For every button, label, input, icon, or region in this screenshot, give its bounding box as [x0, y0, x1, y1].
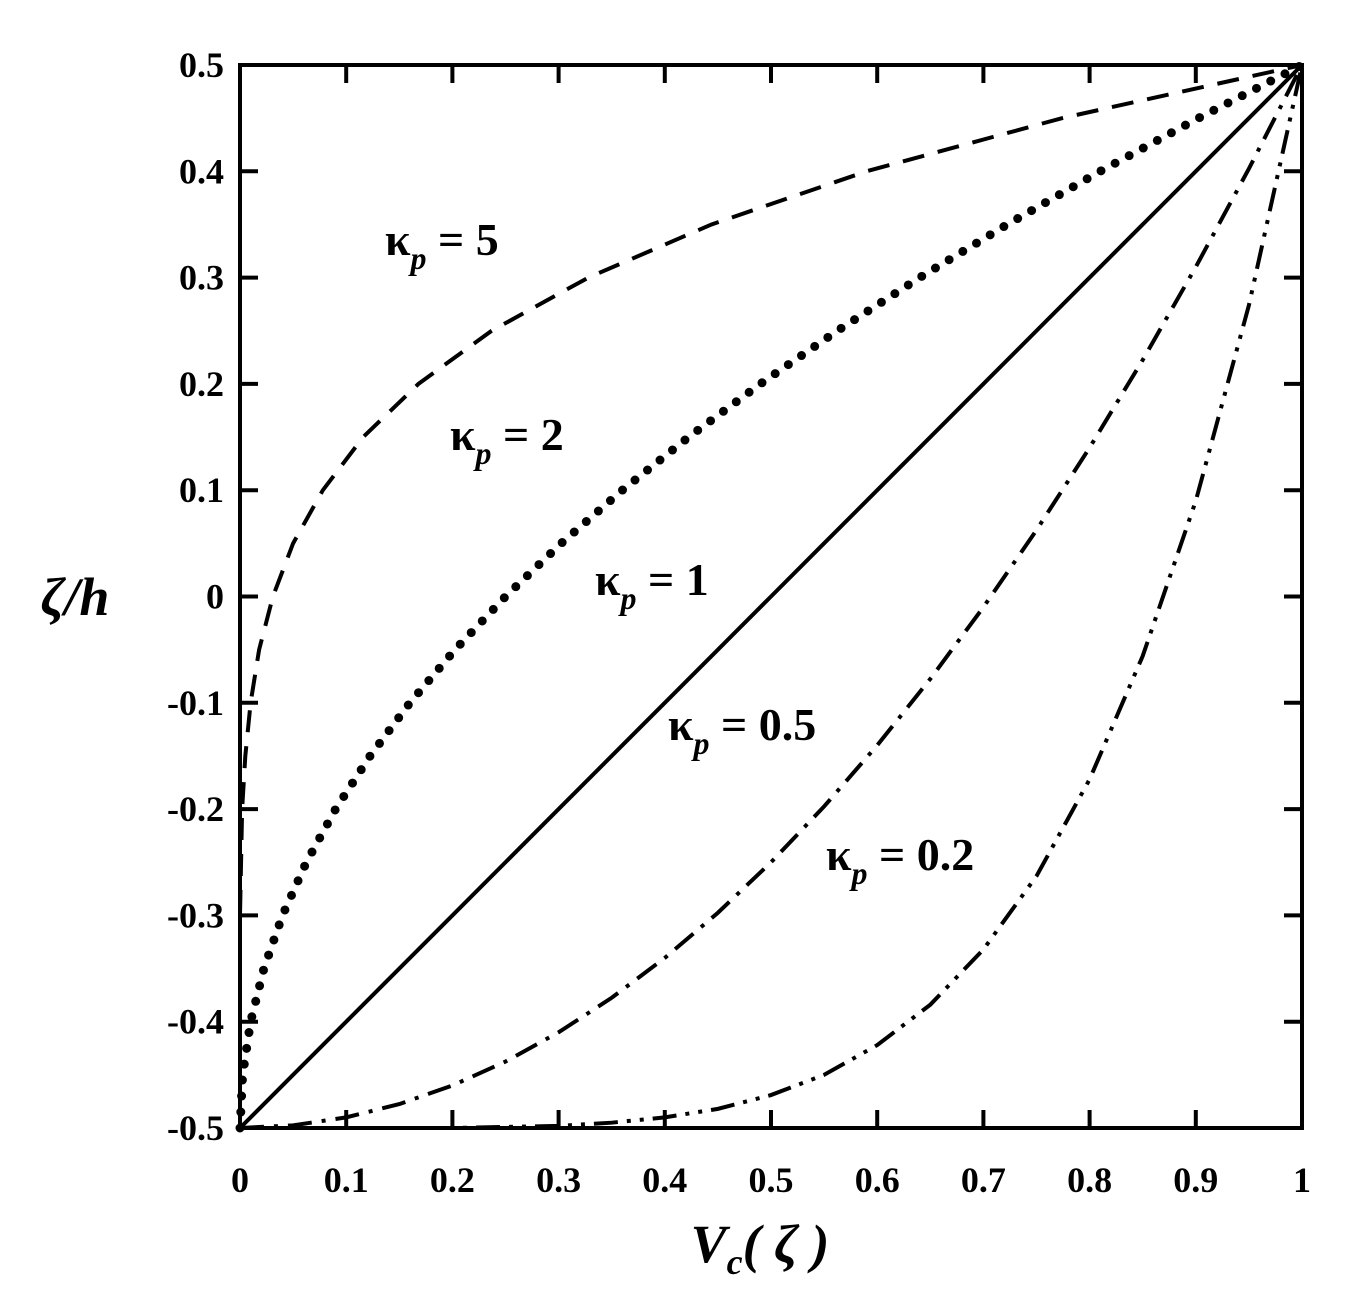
label-value: = 5 — [427, 214, 499, 265]
x-tick-label: 0.8 — [1067, 1160, 1112, 1200]
y-tick-label: -0.1 — [167, 683, 224, 723]
label-symbol: κ — [595, 554, 621, 605]
y-tick-label: -0.2 — [167, 789, 224, 829]
x-tick-label: 0.6 — [855, 1160, 900, 1200]
label-symbol: κ — [668, 699, 694, 750]
label-subscript: p — [473, 435, 492, 471]
x-label-sub: c — [727, 1242, 743, 1282]
series-label: κp = 0.2 — [826, 829, 974, 891]
series-line — [239, 64, 1304, 1130]
label-value: = 0.2 — [868, 829, 975, 880]
label-value: = 2 — [492, 409, 564, 460]
label-value: = 0.5 — [710, 699, 817, 750]
series-label: κp = 0.5 — [668, 699, 816, 761]
label-subscript: p — [849, 855, 868, 891]
label-symbol: κ — [826, 829, 852, 880]
y-tick-label: 0.4 — [179, 151, 224, 191]
label-symbol: κ — [385, 214, 411, 265]
x-tick-label: 1 — [1293, 1160, 1311, 1200]
label-subscript: p — [408, 240, 427, 276]
x-tick-label: 0.3 — [536, 1160, 581, 1200]
y-tick-label: 0 — [206, 577, 224, 617]
series-line — [238, 63, 1304, 1130]
x-tick-label: 0.9 — [1173, 1160, 1218, 1200]
x-label-rest: ( ζ ) — [743, 1214, 830, 1274]
y-tick-label: -0.3 — [167, 895, 224, 935]
x-tick-label: 0.2 — [430, 1160, 475, 1200]
series-label: κp = 5 — [385, 214, 499, 276]
label-value: = 1 — [637, 554, 709, 605]
x-tick-label: 0.1 — [324, 1160, 369, 1200]
x-tick-label: 0.4 — [642, 1160, 687, 1200]
y-tick-label: -0.5 — [167, 1108, 224, 1148]
x-tick-label: 0.5 — [749, 1160, 794, 1200]
label-symbol: κ — [450, 409, 476, 460]
x-label-main: V — [691, 1214, 731, 1274]
series-label: κp = 2 — [450, 409, 564, 471]
series-line — [240, 64, 1304, 1130]
y-tick-label: 0.3 — [179, 258, 224, 298]
y-tick-label: 0.2 — [179, 364, 224, 404]
y-tick-label: -0.4 — [167, 1002, 224, 1042]
series-line — [235, 60, 1307, 1133]
y-axis-label: ζ/h — [41, 567, 110, 627]
y-tick-label: 0.1 — [179, 470, 224, 510]
series-line — [238, 63, 1303, 1128]
x-tick-label: 0 — [231, 1160, 249, 1200]
label-subscript: p — [691, 725, 710, 761]
series-label: κp = 1 — [595, 554, 709, 616]
label-subscript: p — [618, 580, 637, 616]
y-tick-label: 0.5 — [179, 45, 224, 85]
x-tick-label: 0.7 — [961, 1160, 1006, 1200]
x-axis-label: Vc( ζ ) — [691, 1214, 830, 1282]
